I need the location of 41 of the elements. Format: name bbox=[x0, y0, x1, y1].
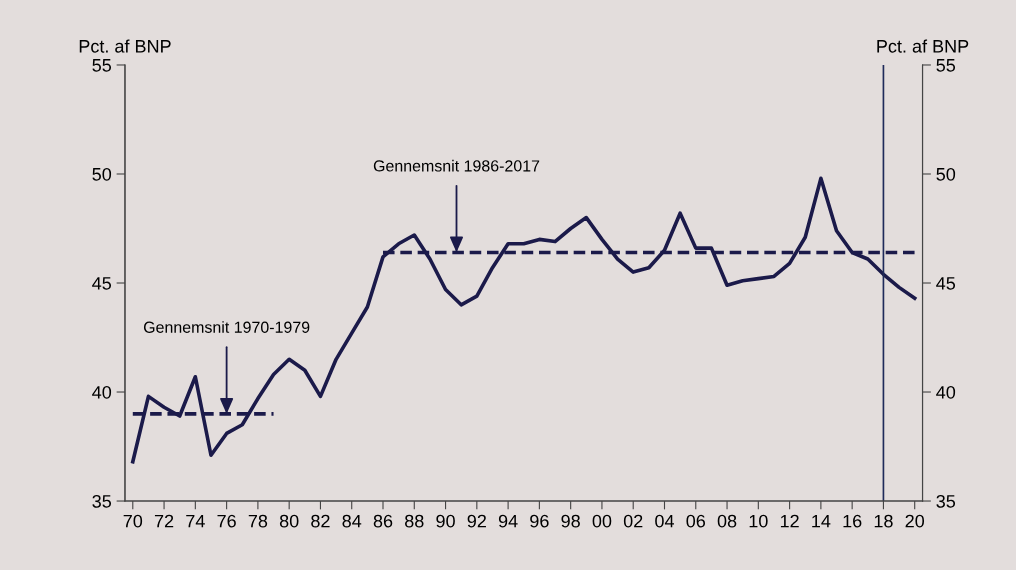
y-tick-label: 40 bbox=[92, 385, 112, 399]
annotation: Gennemsnit 1986-2017 bbox=[373, 159, 540, 172]
x-tick-label: 76 bbox=[217, 514, 236, 528]
line-series bbox=[130, 176, 917, 464]
x-tick-label: 82 bbox=[311, 514, 330, 528]
x-tick-label: 16 bbox=[843, 514, 862, 528]
x-tick-label: 06 bbox=[686, 514, 706, 528]
x-tick-label: 00 bbox=[592, 514, 612, 528]
y-tick-label: 35 bbox=[92, 494, 112, 508]
y2-tick-label: 35 bbox=[936, 494, 956, 508]
x-tick-label: 94 bbox=[498, 514, 518, 528]
y-tick-label: 50 bbox=[92, 167, 112, 181]
y-tick-label: 45 bbox=[92, 277, 112, 290]
x-tick-label: 02 bbox=[623, 514, 643, 528]
x-tick-label: 18 bbox=[874, 514, 893, 528]
y-axis-title: Pct. af BNP bbox=[79, 39, 171, 53]
x-tick-label: 98 bbox=[561, 514, 580, 528]
x-tick-label: 78 bbox=[248, 514, 268, 528]
x-tick-label: 90 bbox=[436, 514, 455, 528]
x-tick-label: 74 bbox=[186, 514, 205, 528]
y2-tick-label: 40 bbox=[936, 385, 956, 399]
x-tick-label: 72 bbox=[154, 514, 174, 528]
x-tick-label: 92 bbox=[467, 514, 486, 528]
y-tick-label: 55 bbox=[92, 59, 112, 72]
x-tick-label: 70 bbox=[123, 514, 143, 528]
x-tick-label: 20 bbox=[905, 514, 925, 528]
x-tick-label: 08 bbox=[717, 514, 737, 528]
x-tick-label: 80 bbox=[279, 514, 299, 528]
x-tick-label: 96 bbox=[530, 514, 549, 528]
x-tick-label: 12 bbox=[780, 514, 799, 528]
x-tick-label: 14 bbox=[812, 514, 831, 528]
x-tick-label: 86 bbox=[373, 514, 393, 528]
x-tick-label: 10 bbox=[749, 514, 768, 528]
y2-tick-label: 55 bbox=[936, 59, 956, 72]
y2-axis-title: Pct. af BNP bbox=[877, 39, 969, 53]
annotation: Gennemsnit 1970-1979 bbox=[143, 321, 310, 333]
x-tick-label: 88 bbox=[405, 514, 424, 528]
x-tick-label: 04 bbox=[655, 514, 675, 528]
x-tick-label: 84 bbox=[342, 514, 362, 528]
y2-tick-label: 50 bbox=[936, 167, 956, 181]
y2-tick-label: 45 bbox=[936, 277, 956, 290]
